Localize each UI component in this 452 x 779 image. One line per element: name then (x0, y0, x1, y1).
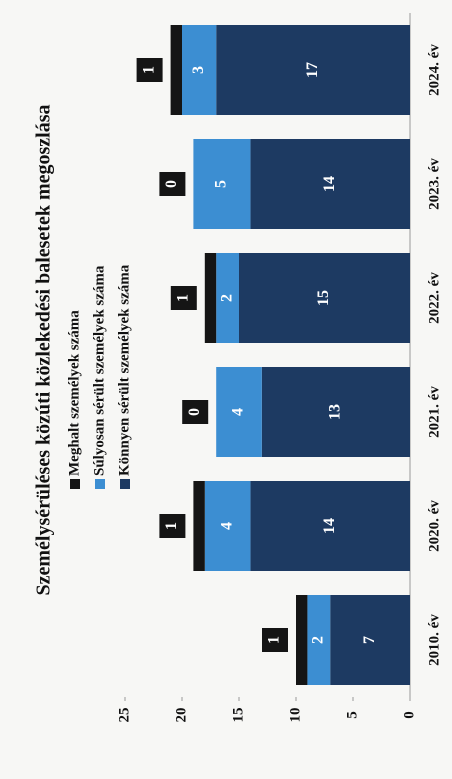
value-label: 14 (321, 176, 338, 192)
legend-swatch (95, 479, 105, 489)
value-label: 1 (174, 294, 191, 302)
value-label: 4 (230, 408, 247, 416)
y-tick-label: 15 (230, 708, 246, 723)
bar-segment (170, 25, 183, 115)
value-label: 7 (361, 636, 378, 644)
value-label: 2 (218, 294, 235, 302)
value-label: 13 (327, 404, 344, 420)
bar-segment (239, 253, 410, 343)
bar-segment (250, 481, 410, 571)
y-tick-label: 10 (287, 708, 303, 723)
x-tick-label: 2024. év (426, 44, 442, 96)
value-label: 1 (266, 636, 283, 644)
chart-title: Személysérüléses közúti közlekedési bale… (33, 104, 55, 595)
x-tick-label: 2010. év (426, 614, 442, 666)
label-box (170, 286, 197, 310)
y-tick-label: 0 (401, 711, 417, 719)
x-tick-label: 2020. év (426, 500, 442, 552)
value-label: 2 (309, 636, 326, 644)
label-box (159, 172, 186, 196)
y-tick-label: 5 (344, 711, 360, 719)
legend-label: Meghalt személyek száma (66, 310, 82, 476)
x-tick-label: 2021. év (426, 386, 442, 438)
bar-segment (261, 367, 410, 457)
bar-segment (182, 25, 217, 115)
bar-segment (193, 481, 205, 571)
value-label: 15 (315, 290, 332, 306)
value-label: 4 (218, 522, 235, 530)
legend-label: Könnyen sérült személyek száma (116, 264, 132, 476)
value-label: 3 (190, 66, 207, 74)
label-box (136, 58, 163, 82)
value-label: 1 (140, 66, 157, 74)
value-label: 0 (186, 408, 203, 416)
value-label: 5 (213, 180, 230, 188)
y-tick-label: 25 (116, 708, 132, 723)
bar-segment (216, 367, 262, 457)
legend-label: Súlyosan sérült személyek száma (91, 265, 107, 476)
value-label: 1 (163, 522, 180, 530)
bar-segment (204, 253, 217, 343)
bar-segment (216, 25, 410, 115)
x-tick-label: 2022. év (426, 272, 442, 324)
bar-segment (193, 139, 251, 229)
bar-segment (204, 481, 251, 571)
value-label: 17 (304, 62, 321, 78)
bar-segment (216, 253, 239, 343)
bar-segment (307, 595, 331, 685)
legend-swatch (70, 479, 80, 489)
value-label: 14 (321, 518, 338, 534)
y-tick-label: 20 (173, 708, 189, 723)
bar-segment (250, 139, 410, 229)
rotated-chart: Személysérüléses közúti közlekedési bale… (33, 13, 442, 723)
label-box (262, 628, 288, 652)
label-box (182, 400, 209, 424)
x-tick-label: 2023. év (426, 158, 442, 210)
legend-swatch (120, 479, 130, 489)
label-box (159, 514, 186, 538)
value-label: 0 (163, 180, 180, 188)
bar-segment (330, 595, 411, 685)
bar-segment (296, 595, 308, 685)
